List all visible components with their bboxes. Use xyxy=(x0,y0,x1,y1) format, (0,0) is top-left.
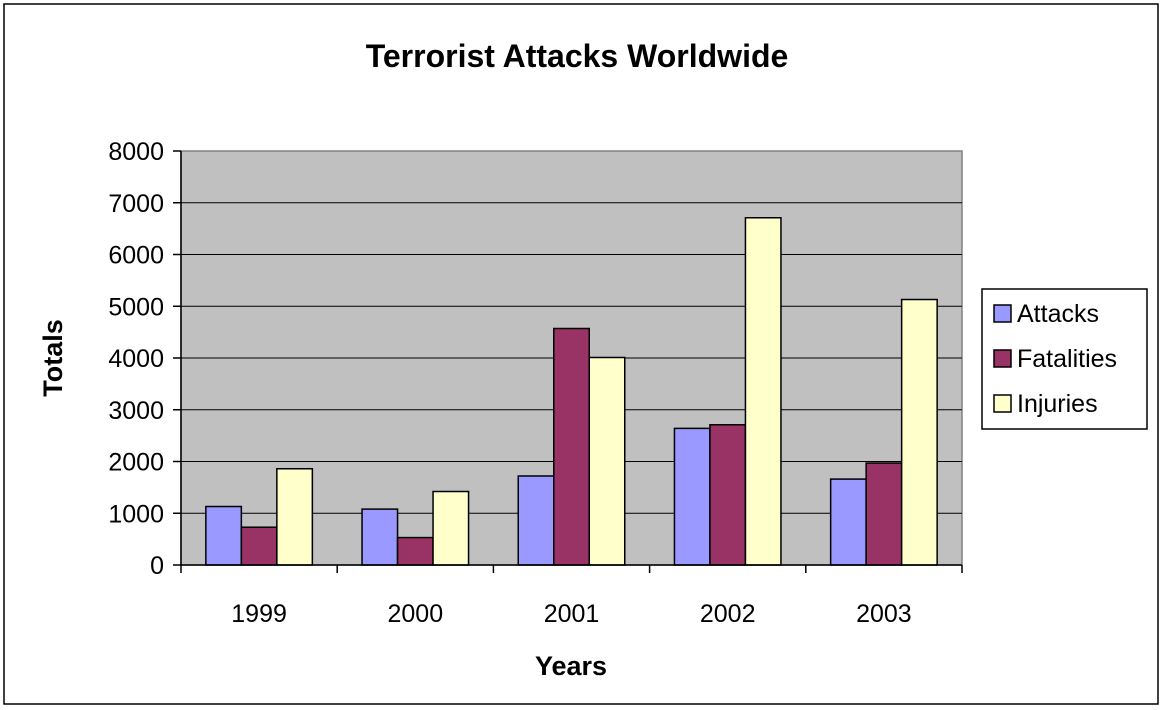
y-tick-label: 3000 xyxy=(108,397,164,425)
x-axis-label: Years xyxy=(535,651,607,681)
legend: Attacks Fatalities Injuries xyxy=(993,300,1117,418)
chart-title: Terrorist Attacks Worldwide xyxy=(366,38,789,74)
legend-swatch-injuries xyxy=(993,394,1012,413)
x-tick-label: 2003 xyxy=(856,600,912,628)
bars xyxy=(205,217,938,566)
y-tick-label: 8000 xyxy=(108,138,164,166)
y-tick-label: 0 xyxy=(150,552,164,580)
bar-injuries-2002 xyxy=(744,217,782,566)
bar-fatalities-2001 xyxy=(553,327,590,566)
legend-swatch-fatalities xyxy=(993,349,1012,368)
bar-attacks-2001 xyxy=(517,475,555,566)
y-tick-label: 2000 xyxy=(108,449,164,477)
y-tick-label: 4000 xyxy=(108,345,164,373)
legend-label-attacks: Attacks xyxy=(1017,300,1099,328)
x-tick-label: 2001 xyxy=(544,600,600,628)
x-tick-label: 2002 xyxy=(700,600,756,628)
legend-label-fatalities: Fatalities xyxy=(1017,345,1117,373)
y-tick-label: 7000 xyxy=(108,190,164,218)
y-axis-label: Totals xyxy=(38,319,68,397)
legend-label-injuries: Injuries xyxy=(1017,390,1098,418)
x-ticks: 1999 2000 2001 2002 2003 xyxy=(180,565,963,628)
bar-attacks-2000 xyxy=(361,508,399,566)
bar-attacks-1999 xyxy=(205,505,243,566)
bar-injuries-1999 xyxy=(276,467,314,566)
y-ticks: 0 1000 2000 3000 4000 5000 6000 7000 8000 xyxy=(108,138,181,580)
bar-injuries-2001 xyxy=(588,356,626,566)
bar-injuries-2000 xyxy=(432,490,470,566)
bar-fatalities-2002 xyxy=(709,424,747,566)
y-tick-label: 5000 xyxy=(108,293,164,321)
y-tick-label: 1000 xyxy=(108,500,164,528)
bar-attacks-2003 xyxy=(829,478,867,566)
legend-swatch-attacks xyxy=(993,304,1012,323)
bar-fatalities-2003 xyxy=(865,462,903,566)
bar-fatalities-2000 xyxy=(396,536,434,566)
bar-attacks-2002 xyxy=(673,427,711,566)
x-tick-label: 2000 xyxy=(387,600,443,628)
y-tick-label: 6000 xyxy=(108,242,164,270)
x-tick-label: 1999 xyxy=(231,600,287,628)
bar-fatalities-1999 xyxy=(240,526,278,566)
bar-injuries-2003 xyxy=(900,298,938,566)
